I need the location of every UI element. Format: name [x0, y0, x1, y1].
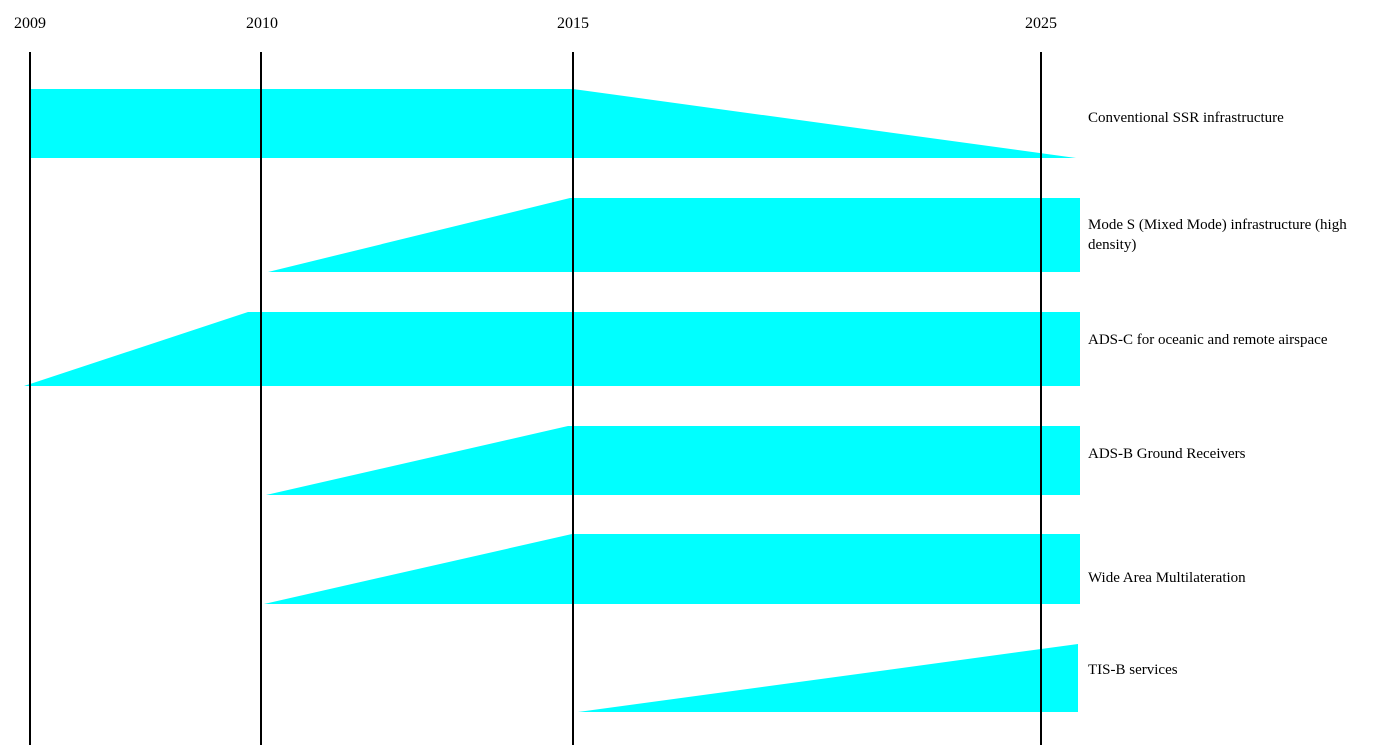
row-label-ads-c: ADS-C for oceanic and remote airspace [1088, 332, 1328, 348]
band-tis-b-services [578, 644, 1078, 712]
row-label-ads-b-ground-receivers: ADS-B Ground Receivers [1088, 446, 1246, 462]
band-ads-c [24, 312, 1080, 386]
band-wide-area-multilateration [264, 534, 1080, 604]
row-label-wide-area-multilateration: Wide Area Multilateration [1088, 570, 1246, 586]
band-conventional-ssr [30, 89, 1076, 158]
year-label-2025: 2025 [1025, 15, 1057, 32]
band-ads-b-ground-receivers [266, 426, 1080, 495]
row-label-mode-s: Mode S (Mixed Mode) infrastructure (high… [1088, 217, 1347, 253]
year-label-2009: 2009 [14, 15, 46, 32]
year-label-2010: 2010 [246, 15, 278, 32]
band-mode-s [268, 198, 1080, 272]
row-label-conventional-ssr: Conventional SSR infrastructure [1088, 110, 1284, 126]
row-label-tis-b-services: TIS-B services [1088, 662, 1178, 678]
year-label-2015: 2015 [557, 15, 589, 32]
